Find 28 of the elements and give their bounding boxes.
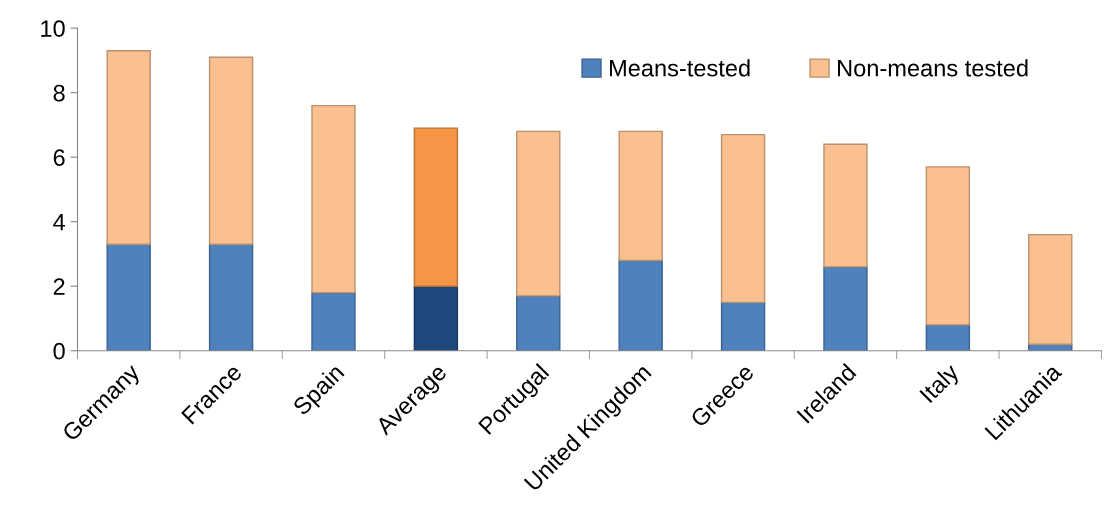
y-tick-label: 0	[53, 342, 65, 360]
y-tick-label: 8	[53, 84, 65, 102]
bar	[720, 133, 766, 304]
y-tick-label: 4	[53, 214, 65, 231]
y-tick-label: 6	[53, 149, 65, 166]
legend-label: Means-tested	[610, 59, 750, 77]
y-tick-label: 2	[53, 278, 65, 295]
bar	[823, 266, 868, 351]
bar	[413, 285, 459, 351]
bar	[618, 130, 663, 262]
x-tick-label: Italy	[918, 361, 964, 407]
bar	[720, 301, 766, 351]
bar	[618, 259, 663, 351]
bar	[106, 50, 151, 245]
bar	[106, 243, 151, 351]
bar	[208, 243, 254, 351]
bar	[413, 127, 459, 287]
bar	[208, 56, 254, 245]
bar	[516, 295, 561, 351]
legend-label: Non-means tested	[838, 59, 1028, 77]
bar	[1028, 233, 1073, 345]
bar	[925, 324, 971, 351]
bar	[823, 143, 868, 268]
bar	[925, 166, 971, 326]
bar	[311, 291, 356, 351]
bar	[311, 104, 356, 294]
y-tick-label: 10	[41, 20, 65, 37]
bar	[516, 130, 561, 297]
